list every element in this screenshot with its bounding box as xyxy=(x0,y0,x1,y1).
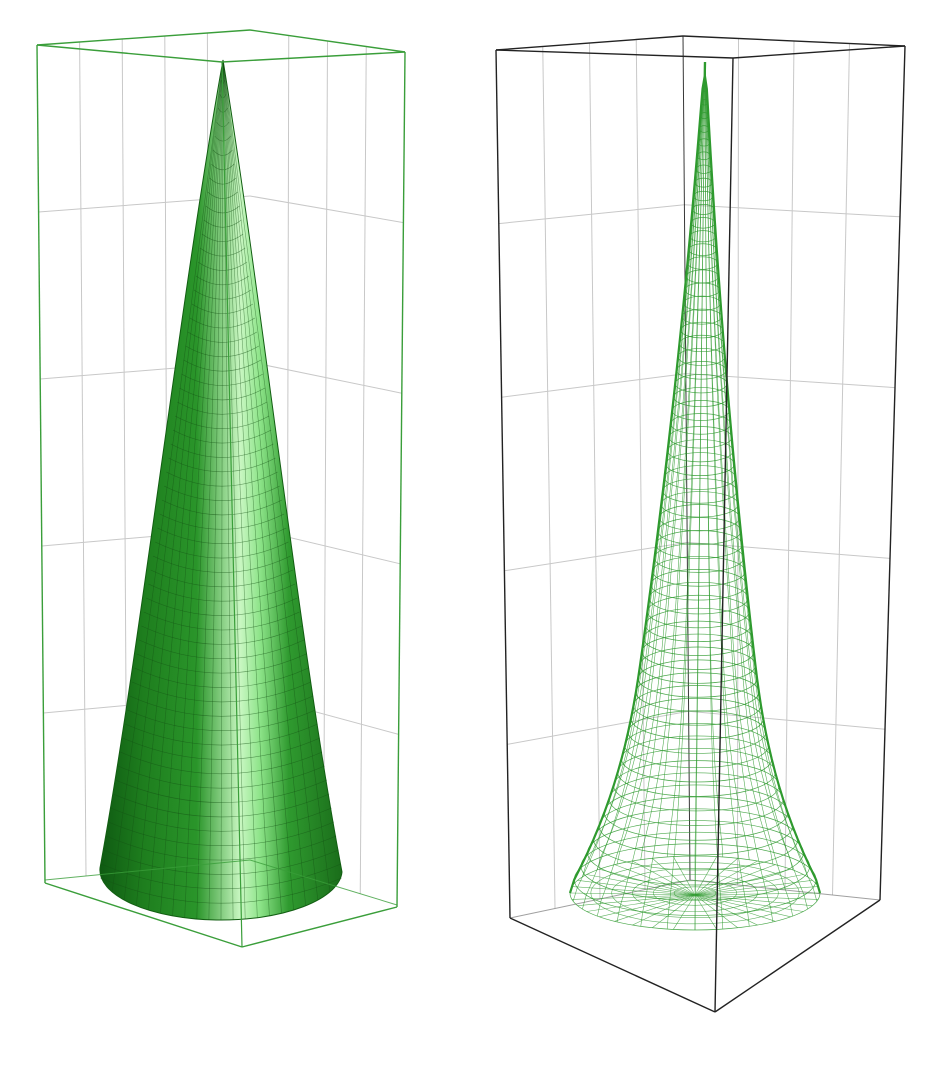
right-base-ring xyxy=(590,861,800,925)
right-box-edge xyxy=(879,45,906,901)
right-grid-vline xyxy=(635,39,646,890)
left-mesh-meridian xyxy=(111,59,224,892)
right-base-spoke xyxy=(694,880,813,896)
right-mesh-meridian xyxy=(582,61,706,910)
right-grid-vline xyxy=(737,38,739,886)
left-shaded-cone xyxy=(99,59,343,921)
right-base-spoke xyxy=(599,868,696,896)
right-mesh-meridian xyxy=(694,61,706,857)
right-grid-hline xyxy=(507,710,689,745)
left-mesh-meridian xyxy=(222,59,319,901)
left-grid-hline xyxy=(249,361,402,394)
right-base-spoke xyxy=(652,858,696,896)
left-back-grid xyxy=(38,32,404,894)
right-mesh-meridian xyxy=(704,61,794,871)
right-box-edge xyxy=(495,35,684,51)
right-wireframe-cone xyxy=(568,61,822,931)
right-mesh-meridian xyxy=(616,61,706,922)
right-bounding-box xyxy=(495,35,906,1013)
left-box-edge xyxy=(249,859,398,906)
right-grid-hline xyxy=(688,710,886,730)
left-box-edge xyxy=(221,61,243,948)
left-bounding-box xyxy=(36,29,406,948)
right-grid-hline xyxy=(684,204,901,218)
right-panel xyxy=(495,35,906,1013)
right-back-grid xyxy=(498,38,901,909)
right-mesh-meridian xyxy=(616,61,706,865)
right-cone-outline xyxy=(568,61,707,894)
left-box-edge xyxy=(36,44,46,884)
right-box-edge xyxy=(714,57,734,1013)
right-grid-hline xyxy=(501,373,686,398)
left-panel xyxy=(36,29,406,948)
left-grid-vline xyxy=(79,41,87,877)
right-base-spoke xyxy=(614,894,696,922)
right-mesh-meridian xyxy=(704,61,774,865)
right-mesh-meridian xyxy=(704,61,750,860)
right-base-spoke xyxy=(673,856,696,896)
left-grid-vline xyxy=(359,46,367,894)
right-box-edge xyxy=(682,35,906,47)
right-grid-vline xyxy=(589,42,601,900)
right-mesh-meridian xyxy=(596,61,706,871)
right-box-edge xyxy=(509,917,716,1013)
left-box-edge xyxy=(396,51,406,908)
right-base-spoke xyxy=(694,860,758,896)
right-base-spoke xyxy=(694,858,738,896)
right-base-spoke xyxy=(694,894,776,922)
right-grid-vline xyxy=(784,40,795,891)
left-box-edge xyxy=(249,29,406,53)
left-cone-surface xyxy=(99,59,343,921)
right-base-ring xyxy=(611,868,779,918)
left-box-edge xyxy=(44,882,243,948)
right-box-edge xyxy=(495,49,734,59)
right-base-ring xyxy=(673,886,717,900)
right-mesh-meridian xyxy=(704,61,724,857)
right-base-spoke xyxy=(694,856,717,896)
right-grid-hline xyxy=(498,204,685,225)
left-grid-hline xyxy=(249,195,404,224)
right-base-spoke xyxy=(694,874,804,896)
right-base-spoke xyxy=(577,880,696,896)
left-box-edge xyxy=(36,29,251,46)
left-box-edge xyxy=(221,51,406,63)
right-base-spoke xyxy=(694,864,776,896)
right-box-edge xyxy=(495,49,511,919)
right-base-spoke xyxy=(632,860,696,896)
right-grid-vline xyxy=(542,46,556,909)
right-base-spoke xyxy=(694,868,791,896)
left-box-edge xyxy=(44,859,251,881)
left-mesh-meridian xyxy=(222,59,331,892)
right-base-spoke xyxy=(614,864,696,896)
right-grid-vline xyxy=(832,43,850,896)
left-box-edge xyxy=(36,44,223,63)
right-base-ring xyxy=(653,880,737,906)
left-box-edge xyxy=(241,906,398,948)
right-box-edge xyxy=(714,899,881,1013)
right-mesh-meridian xyxy=(640,61,706,927)
right-base-ring xyxy=(632,874,758,912)
left-grid-vline xyxy=(323,40,328,883)
right-mesh-meridian xyxy=(666,61,706,857)
right-mesh-meridian xyxy=(704,61,821,894)
right-base-spoke xyxy=(586,874,696,896)
right-cone-outline xyxy=(703,61,822,894)
right-mesh-meridian xyxy=(704,61,750,927)
right-box-edge xyxy=(732,45,906,59)
right-mesh-meridian xyxy=(596,61,706,917)
right-mesh-meridian xyxy=(640,61,706,860)
